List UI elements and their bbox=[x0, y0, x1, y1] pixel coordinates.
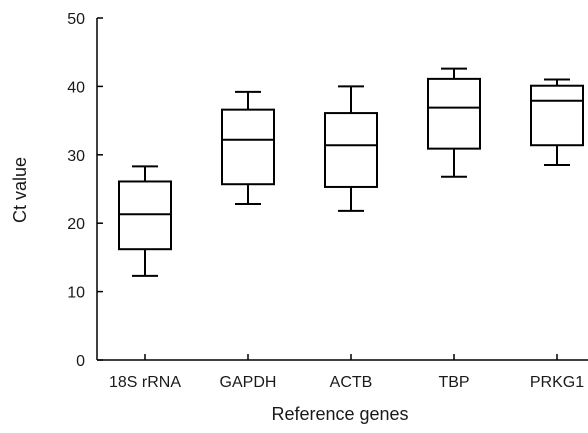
y-tick-label: 10 bbox=[67, 285, 85, 302]
box-prkg1 bbox=[530, 78, 584, 167]
y-tick-label: 30 bbox=[67, 148, 85, 165]
y-tick-label: 20 bbox=[67, 216, 85, 233]
iqr-box bbox=[530, 84, 584, 147]
box-actb bbox=[324, 85, 378, 212]
box-series bbox=[118, 67, 584, 277]
x-tick-label: PRKG1 bbox=[530, 374, 584, 391]
y-axis-title: Ct value bbox=[10, 157, 30, 223]
y-tick-label: 0 bbox=[76, 353, 85, 370]
x-axis-title: Reference genes bbox=[271, 404, 408, 424]
x-tick-label: 18S rRNA bbox=[109, 374, 181, 391]
y-tick-label: 50 bbox=[67, 11, 85, 28]
iqr-box bbox=[118, 180, 172, 251]
iqr-box bbox=[221, 108, 275, 186]
axes: 0 10 20 30 40 50 18S rRNA GAPDH ACTB TBP PRKG1 bbox=[67, 11, 588, 391]
x-tick-label: TBP bbox=[438, 374, 469, 391]
x-tick-label: GAPDH bbox=[220, 374, 277, 391]
iqr-box bbox=[427, 77, 481, 150]
iqr-box bbox=[324, 112, 378, 188]
box-18s-rrna bbox=[118, 165, 172, 277]
box-gapdh bbox=[221, 90, 275, 206]
box-tbp bbox=[427, 67, 481, 178]
y-tick-label: 40 bbox=[67, 79, 85, 96]
x-tick-label: ACTB bbox=[330, 374, 373, 391]
